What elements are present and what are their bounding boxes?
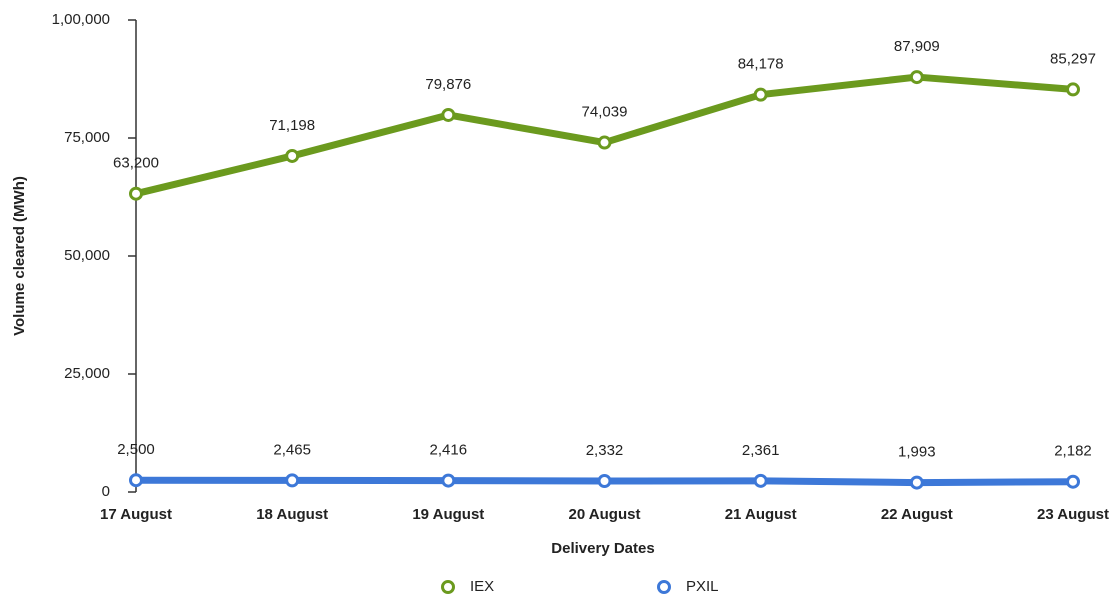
y-tick-label: 1,00,000 bbox=[52, 11, 110, 28]
point-marker bbox=[129, 186, 143, 201]
value-label: 74,039 bbox=[582, 104, 628, 121]
point-marker bbox=[597, 135, 612, 150]
point-marker bbox=[909, 475, 924, 490]
value-label: 2,465 bbox=[273, 441, 311, 458]
point-marker bbox=[753, 87, 768, 102]
point-marker bbox=[129, 473, 143, 488]
y-axis-title: Volume cleared (MWh) bbox=[11, 176, 28, 336]
legend-label: IEX bbox=[470, 578, 494, 595]
x-tick-label: 23 August bbox=[1037, 506, 1109, 523]
value-label: 87,909 bbox=[894, 38, 940, 55]
point-marker bbox=[441, 107, 456, 122]
value-label: 79,876 bbox=[425, 76, 471, 93]
value-label: 2,361 bbox=[742, 442, 780, 459]
point-marker bbox=[753, 473, 768, 488]
value-label: 85,297 bbox=[1050, 50, 1096, 67]
point-marker bbox=[285, 473, 300, 488]
value-label: 2,332 bbox=[586, 442, 624, 459]
value-label: 84,178 bbox=[738, 56, 784, 73]
value-label: 2,416 bbox=[430, 442, 468, 459]
x-tick-label: 19 August bbox=[412, 506, 484, 523]
value-label: 1,993 bbox=[898, 444, 936, 461]
y-tick-label: 50,000 bbox=[64, 247, 110, 264]
x-tick-label: 17 August bbox=[100, 506, 172, 523]
legend-marker bbox=[657, 580, 671, 594]
value-label: 2,500 bbox=[117, 441, 155, 458]
x-tick-label: 20 August bbox=[569, 506, 641, 523]
value-label: 2,182 bbox=[1054, 443, 1092, 460]
point-marker bbox=[285, 148, 300, 163]
point-marker bbox=[441, 473, 456, 488]
value-label: 63,200 bbox=[113, 155, 159, 172]
x-tick-label: 22 August bbox=[881, 506, 953, 523]
x-tick-label: 21 August bbox=[725, 506, 797, 523]
legend-label: PXIL bbox=[686, 578, 719, 595]
point-marker bbox=[1066, 82, 1080, 97]
point-marker bbox=[1066, 474, 1080, 489]
x-tick-label: 18 August bbox=[256, 506, 328, 523]
legend-marker bbox=[441, 580, 455, 594]
value-label: 71,198 bbox=[269, 117, 315, 134]
point-marker bbox=[597, 473, 612, 488]
point-marker bbox=[909, 70, 924, 85]
x-axis-title: Delivery Dates bbox=[551, 540, 654, 557]
y-tick-label: 25,000 bbox=[64, 365, 110, 382]
y-tick-label: 0 bbox=[102, 483, 110, 500]
series-line bbox=[135, 73, 1074, 198]
y-tick-label: 75,000 bbox=[64, 129, 110, 146]
